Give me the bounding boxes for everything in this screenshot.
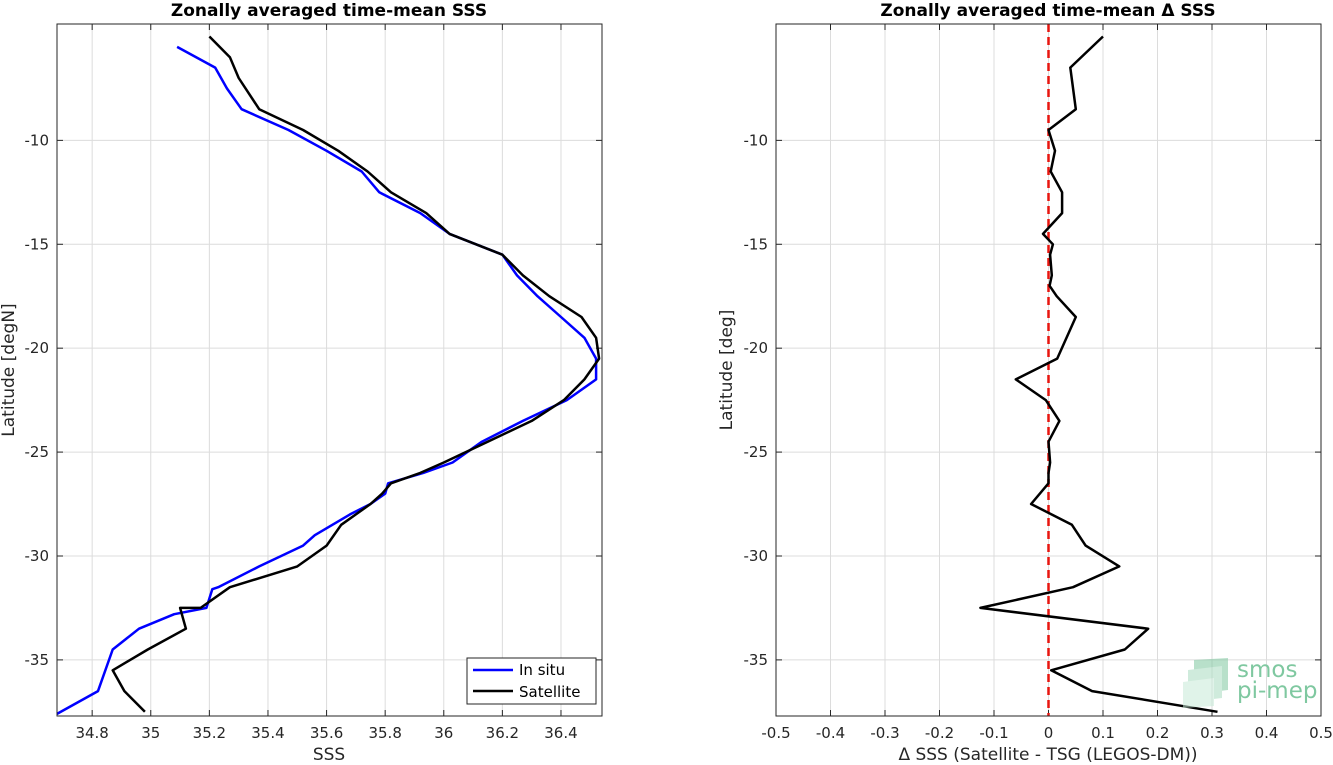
right-x-tick-label: -0.1 — [979, 724, 1008, 742]
delta-sss-panel: Zonally averaged time-mean Δ SSS -0.5 -0.… — [717, 1, 1333, 765]
right-x-tick-label: 0 — [1044, 724, 1054, 742]
left-plot-area — [57, 24, 602, 716]
legend-label-satellite: Satellite — [519, 683, 580, 701]
right-x-tick-label: 0.1 — [1091, 724, 1115, 742]
left-y-tick-label: -20 — [25, 339, 50, 357]
right-y-axis-label: Latitude [deg] — [717, 310, 737, 431]
smos-pi-mep-logo: smos pi-mep — [1183, 657, 1317, 708]
right-ticks: -0.5 -0.4 -0.3 -0.2 -0.1 0 0.1 0.2 0.3 0.4 0.5 -35 -… — [744, 24, 1333, 742]
right-y-tick-label: -35 — [744, 651, 769, 669]
left-x-tick-label: 36.4 — [544, 724, 577, 742]
right-x-tick-label: -0.4 — [816, 724, 845, 742]
right-data-lines — [979, 24, 1218, 716]
right-x-tick-label: 0.5 — [1309, 724, 1333, 742]
left-chart-title: Zonally averaged time-mean SSS — [171, 1, 487, 21]
left-axes-box — [56, 23, 603, 717]
series-line-in-situ — [56, 45, 598, 715]
left-x-tick-label: 34.8 — [75, 724, 108, 742]
left-x-tick-label: 35.6 — [310, 724, 343, 742]
right-y-tick-label: -15 — [744, 235, 769, 253]
right-x-tick-label: 0.2 — [1146, 724, 1170, 742]
series-line-satellite — [111, 35, 601, 713]
left-y-axis-label: Latitude [degN] — [0, 303, 19, 436]
series-line-delta-sss — [979, 35, 1218, 714]
right-y-tick-label: -10 — [744, 131, 769, 149]
sss-panel: Zonally averaged time-mean SSS 34.8 35 35.… — [0, 1, 603, 765]
logo-text-pi-mep: pi-mep — [1237, 678, 1317, 704]
right-x-tick-label: -0.3 — [870, 724, 899, 742]
right-axes-box — [775, 23, 1322, 717]
left-x-tick-label: 35.4 — [251, 724, 284, 742]
left-grid — [57, 24, 602, 716]
right-x-tick-label: 0.4 — [1255, 724, 1279, 742]
left-data-lines — [56, 35, 601, 715]
right-x-tick-label: 0.3 — [1200, 724, 1224, 742]
left-y-tick-label: -25 — [25, 443, 50, 461]
right-x-tick-label: -0.2 — [925, 724, 954, 742]
left-x-tick-label: 35.8 — [368, 724, 401, 742]
left-y-tick-label: -30 — [25, 547, 50, 565]
right-y-tick-label: -30 — [744, 547, 769, 565]
left-y-tick-label: -35 — [25, 651, 50, 669]
legend-label-in-situ: In situ — [519, 661, 565, 679]
right-chart-title: Zonally averaged time-mean Δ SSS — [880, 1, 1215, 21]
left-y-tick-label: -10 — [25, 131, 50, 149]
left-ticks: 34.8 35 35.2 35.4 35.6 35.8 36 36.2 36.4 -35 -30 -2… — [25, 24, 602, 742]
legend: In situ Satellite — [466, 657, 597, 705]
logo-text-smos: smos — [1237, 657, 1297, 683]
left-x-tick-label: 35.2 — [193, 724, 226, 742]
left-x-axis-label: SSS — [313, 745, 345, 765]
left-x-tick-label: 36.2 — [486, 724, 519, 742]
right-y-tick-label: -25 — [744, 443, 769, 461]
logo-mark-icon — [1183, 658, 1228, 708]
left-x-tick-label: 35 — [141, 724, 160, 742]
right-y-tick-label: -20 — [744, 339, 769, 357]
right-x-tick-label: -0.5 — [761, 724, 790, 742]
legend-box — [466, 657, 597, 705]
right-x-axis-label: Δ SSS (Satellite - TSG (LEGOS-DM)) — [898, 745, 1197, 765]
left-y-tick-label: -15 — [25, 235, 50, 253]
left-x-tick-label: 36 — [434, 724, 453, 742]
